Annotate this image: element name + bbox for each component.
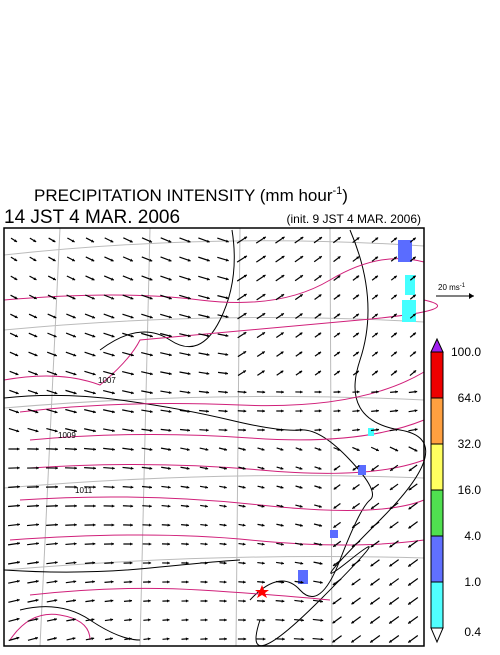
- title-close: ): [342, 186, 348, 205]
- colorbar-top: [431, 339, 443, 352]
- title-exponent: -1: [332, 185, 342, 197]
- colorbar-bin: [431, 398, 443, 444]
- init-time: (init. 9 JST 4 MAR. 2006): [287, 212, 422, 226]
- valid-time: 14 JST 4 MAR. 2006: [4, 207, 180, 228]
- colorbar-bottom: [431, 628, 443, 642]
- vector-legend: 20 ms-1: [436, 283, 474, 299]
- colorbar-bin: [431, 444, 443, 490]
- precip-cell: [368, 428, 374, 436]
- colorbar-label: 100.0: [451, 345, 481, 359]
- precip-cell: [358, 465, 366, 475]
- colorbar-bin: [431, 352, 443, 398]
- vector-scale-head: [469, 293, 474, 299]
- contour-label: 1009: [58, 431, 76, 440]
- colorbar-label: 1.0: [464, 575, 481, 589]
- colorbar-bin: [431, 490, 443, 536]
- colorbar-label: 16.0: [458, 483, 482, 497]
- vector-scale-text: 20 ms: [438, 283, 460, 292]
- precip-cell: [330, 530, 338, 538]
- colorbar: [431, 339, 443, 642]
- colorbar-label: 64.0: [458, 391, 482, 405]
- precip-cell: [402, 300, 416, 322]
- colorbar-bin: [431, 582, 443, 628]
- colorbar-label: 32.0: [458, 437, 482, 451]
- colorbar-label: 0.4: [464, 625, 481, 639]
- colorbar-label: 4.0: [464, 529, 481, 543]
- title-text: PRECIPITATION INTENSITY (mm hour: [34, 186, 333, 205]
- vector-scale-exponent: -1: [460, 283, 466, 289]
- map: 1007 1009 1011: [4, 228, 438, 646]
- colorbar-labels: 100.0 64.0 32.0 16.0 4.0 1.0 0.4: [451, 345, 481, 639]
- vector-scale-label: 20 ms-1: [438, 283, 466, 292]
- title: PRECIPITATION INTENSITY (mm hour-1): [34, 185, 348, 205]
- colorbar-bin: [431, 536, 443, 582]
- contour-label: 1007: [98, 376, 116, 385]
- precip-cell: [398, 240, 412, 262]
